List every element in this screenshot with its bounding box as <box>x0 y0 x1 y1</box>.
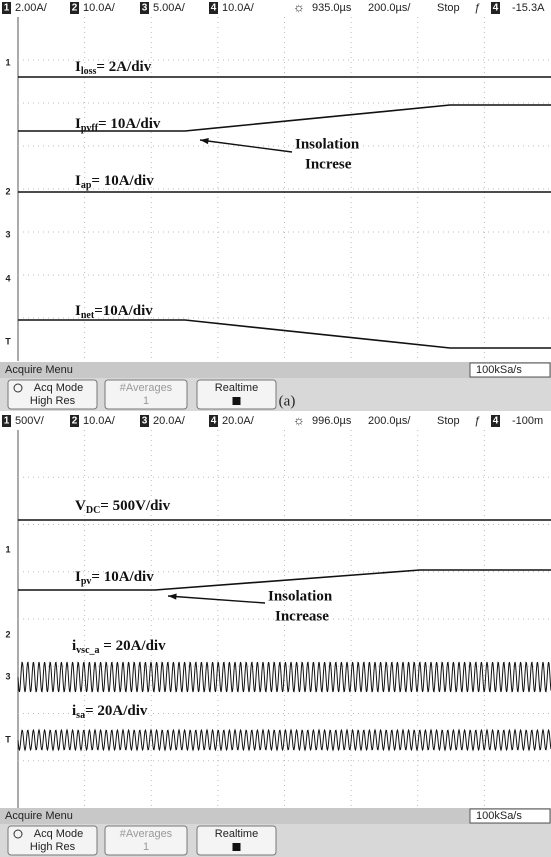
label-sub: pv <box>81 576 92 587</box>
label-rest: = 2A/div <box>96 59 151 75</box>
button-indicator <box>233 843 241 851</box>
menu-title: Acquire Menu <box>5 810 73 822</box>
channel-marker: T <box>5 336 11 346</box>
channel-number: 2 <box>72 416 78 427</box>
menu-bar <box>0 362 551 378</box>
trace-label: Inet=10A/div <box>75 303 153 321</box>
button-label: #Averages <box>120 382 173 394</box>
label-rest: = 10A/div <box>91 173 154 189</box>
channel-number: 3 <box>142 3 148 14</box>
label-rest: = 20A/div <box>85 703 148 719</box>
sample-rate: 100kSa/s <box>476 364 522 376</box>
button-label: Acq Mode <box>34 828 84 840</box>
label-sub: DC <box>86 505 100 516</box>
annotation: Insolation <box>268 588 333 604</box>
channel-marker: T <box>5 734 11 744</box>
sample-rate: 100kSa/s <box>476 810 522 822</box>
arrow-head <box>200 138 209 144</box>
channel-number: 4 <box>211 3 217 14</box>
trace-label: Iloss= 2A/div <box>75 59 152 77</box>
button-label: Realtime <box>215 382 258 394</box>
time-offset: 996.0µs <box>312 415 352 427</box>
trace-label: ivsc_a = 20A/div <box>72 638 166 656</box>
run-state: Stop <box>437 2 460 14</box>
panel-caption: (a) <box>279 393 296 409</box>
channel-marker: 3 <box>5 229 10 239</box>
trigger-icon: ƒ <box>474 2 480 14</box>
sine-trace <box>18 730 551 750</box>
channel-number: 3 <box>142 416 148 427</box>
channel-scale: 10.0A/ <box>222 2 255 14</box>
sun-icon: ☼ <box>293 0 305 14</box>
channel-scale: 20.0A/ <box>153 415 186 427</box>
button-label: Acq Mode <box>34 382 84 394</box>
label-sub: net <box>81 310 95 321</box>
label-sub: ap <box>81 180 92 191</box>
annotation: Increse <box>305 156 352 172</box>
sun-icon: ☼ <box>293 412 305 427</box>
channel-number: 1 <box>4 416 10 427</box>
channel-scale: 10.0A/ <box>83 2 116 14</box>
channel-number: 2 <box>72 3 78 14</box>
channel-scale: 5.00A/ <box>153 2 186 14</box>
channel-scale: 2.00A/ <box>15 2 48 14</box>
channel-scale: 20.0A/ <box>222 415 255 427</box>
sine-trace <box>18 662 551 692</box>
button-value: 1 <box>143 841 149 853</box>
annotation: Insolation <box>295 136 360 152</box>
menu-title: Acquire Menu <box>5 364 73 376</box>
channel-marker: 1 <box>5 57 10 67</box>
time-offset: 935.0µs <box>312 2 352 14</box>
run-state: Stop <box>437 415 460 427</box>
label-sub: sa <box>76 710 85 721</box>
label-rest: = 10A/div <box>98 116 161 132</box>
button-label: Realtime <box>215 828 258 840</box>
timebase: 200.0µs/ <box>368 2 411 14</box>
trace-label: Ipv= 10A/div <box>75 569 154 587</box>
trace-label: Ipvff= 10A/div <box>75 116 161 134</box>
trigger-channel: 4 <box>493 3 499 14</box>
button-value: High Res <box>30 395 76 407</box>
button-value: High Res <box>30 841 76 853</box>
trigger-level: -100m <box>512 415 543 427</box>
channel-marker: 4 <box>5 273 10 283</box>
annotation: Increase <box>275 608 329 624</box>
label-rest: = 500V/div <box>100 498 170 514</box>
trace-label: VDC= 500V/div <box>75 498 171 516</box>
label-main: V <box>75 498 86 514</box>
arrow-line <box>168 596 265 603</box>
trigger-channel: 4 <box>493 416 499 427</box>
button-value: 1 <box>143 395 149 407</box>
scope-panel: 1 500V/2 10.0A/3 20.0A/4 20.0A/ ☼ 996.0µs 200.0… <box>0 412 551 857</box>
channel-scale: 500V/ <box>15 415 45 427</box>
scope-panel: 1 2.00A/2 10.0A/3 5.00A/4 10.0A/ ☼ 935.0µs 200.… <box>0 0 551 411</box>
trigger-icon: ƒ <box>474 415 480 427</box>
page: 1 2.00A/2 10.0A/3 5.00A/4 10.0A/ ☼ 935.0µs 200.… <box>0 0 551 857</box>
channel-number: 4 <box>211 416 217 427</box>
label-rest: =10A/div <box>94 303 153 319</box>
label-sub: vsc_a <box>76 645 99 656</box>
trace-label: Iap= 10A/div <box>75 173 154 191</box>
label-rest: = 10A/div <box>91 569 154 585</box>
label-rest: = 20A/div <box>100 638 167 654</box>
button-label: #Averages <box>120 828 173 840</box>
label-sub: pvff <box>81 123 99 134</box>
label-sub: loss <box>81 66 97 77</box>
trace-label: isa= 20A/div <box>72 703 148 721</box>
trace <box>18 320 551 348</box>
channel-scale: 10.0A/ <box>83 415 116 427</box>
menu-bar <box>0 808 551 824</box>
channel-marker: 3 <box>5 671 10 681</box>
scope-figure: 1 2.00A/2 10.0A/3 5.00A/4 10.0A/ ☼ 935.0µs 200.… <box>0 0 551 857</box>
channel-marker: 1 <box>5 544 10 554</box>
channel-number: 1 <box>4 3 10 14</box>
trigger-level: -15.3A <box>512 2 545 14</box>
channel-marker: 2 <box>5 186 10 196</box>
button-indicator <box>233 397 241 405</box>
channel-marker: 2 <box>5 629 10 639</box>
timebase: 200.0µs/ <box>368 415 411 427</box>
